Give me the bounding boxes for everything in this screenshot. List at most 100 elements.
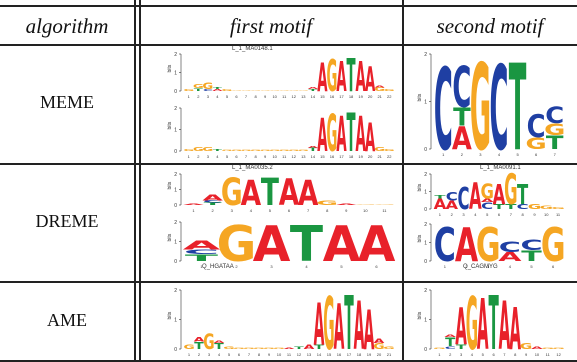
- logo-letter-t: T: [308, 148, 317, 153]
- logo-title-meme-first: L_1_MA0148.1: [232, 46, 273, 52]
- table-bottom-rule: [0, 360, 577, 362]
- logo-letter-c: C: [203, 89, 213, 92]
- svg-text:21: 21: [387, 352, 392, 357]
- svg-text:1: 1: [424, 190, 427, 196]
- logo-letter-g: G: [231, 90, 242, 91]
- logo-letter-a: A: [336, 107, 347, 163]
- logo-letter-t: T: [213, 149, 223, 152]
- svg-text:0: 0: [424, 259, 427, 265]
- svg-text:5: 5: [226, 94, 229, 99]
- logo-letter-g: G: [241, 90, 252, 91]
- svg-text:9: 9: [264, 94, 267, 99]
- logo-letter-g: G: [217, 217, 257, 273]
- svg-text:4: 4: [216, 154, 219, 159]
- svg-text:3: 3: [479, 152, 482, 157]
- logo-letter-a: A: [531, 345, 543, 350]
- logo-letter-t: T: [294, 346, 304, 350]
- header-second-motif: second motif: [436, 14, 544, 38]
- row-rule-2: [0, 281, 577, 283]
- logo-ylabel: bits: [167, 64, 173, 72]
- svg-text:7: 7: [248, 352, 251, 357]
- logo-letter-g: G: [222, 150, 233, 152]
- logo-letter-t: T: [488, 281, 498, 362]
- svg-text:11: 11: [282, 154, 287, 159]
- logo-letter-a: A: [455, 297, 467, 357]
- logo-letter-g: G: [466, 284, 478, 362]
- svg-text:1: 1: [188, 352, 191, 357]
- svg-text:6: 6: [375, 264, 378, 269]
- logo-letter-a: A: [455, 220, 478, 273]
- logo-letter-a: A: [253, 217, 291, 273]
- logo-letter-c: C: [434, 46, 453, 177]
- svg-text:2: 2: [212, 208, 215, 213]
- logo-letter-g: G: [316, 199, 338, 206]
- logo-letter-g: G: [250, 90, 261, 91]
- logo-letter-g: G: [544, 121, 565, 139]
- svg-text:3: 3: [208, 352, 211, 357]
- logo-letter-g: G: [373, 342, 384, 351]
- logo-letter-t: T: [456, 343, 467, 350]
- svg-text:6: 6: [238, 352, 241, 357]
- svg-text:0: 0: [424, 207, 427, 213]
- svg-text:6: 6: [498, 212, 501, 217]
- logo-letter-g: G: [323, 284, 334, 362]
- logo-letter-g: G: [528, 202, 541, 210]
- logo-letter-c: C: [545, 103, 564, 129]
- logo-letter-g: G: [551, 207, 564, 210]
- logo-letter-g: G: [193, 84, 204, 89]
- svg-text:1: 1: [188, 94, 191, 99]
- logo-letter-t: T: [445, 337, 456, 350]
- svg-text:2: 2: [424, 172, 427, 178]
- logo-ylabel: bits: [417, 183, 423, 191]
- svg-text:2: 2: [461, 152, 464, 157]
- logo-letter-g: G: [327, 50, 338, 101]
- logo-letter-t: T: [185, 253, 218, 263]
- logo-letter-g: G: [540, 205, 553, 210]
- logo-letter-g: G: [288, 90, 299, 91]
- svg-text:20: 20: [377, 352, 382, 357]
- svg-text:14: 14: [317, 352, 322, 357]
- svg-text:2: 2: [424, 288, 427, 294]
- logo-meme-first-top: 012bitsG1TG2CG3AT4G5G6G7G8G9G10G11G12G13…: [167, 49, 395, 102]
- svg-text:10: 10: [272, 154, 277, 159]
- svg-text:0: 0: [174, 259, 177, 265]
- logo-letter-t: T: [308, 89, 318, 92]
- logo-letter-a: A: [499, 290, 511, 362]
- logo-letter-a: A: [452, 120, 473, 157]
- logo-letter-g: G: [542, 347, 554, 349]
- svg-text:1: 1: [424, 318, 427, 324]
- logo-ylabel: bits: [167, 311, 173, 319]
- logo-letter-t: T: [453, 102, 471, 132]
- logo-letter-c: C: [184, 248, 220, 255]
- logo-letter-g: G: [480, 181, 493, 204]
- logo-letter-g: G: [433, 347, 445, 349]
- svg-text:7: 7: [554, 152, 557, 157]
- logo-letter-g: G: [374, 204, 396, 205]
- logo-title-dreme-second: L_1_MA0091.1: [480, 165, 521, 171]
- svg-text:5: 5: [486, 212, 489, 217]
- svg-text:3: 3: [207, 154, 210, 159]
- svg-text:5: 5: [269, 208, 272, 213]
- logo-letter-a: A: [334, 291, 345, 362]
- logo-letter-t: T: [314, 344, 324, 351]
- svg-text:9: 9: [264, 154, 267, 159]
- logo-letter-a: A: [355, 107, 366, 163]
- svg-text:18: 18: [357, 352, 362, 357]
- svg-text:14: 14: [311, 154, 316, 159]
- svg-text:3: 3: [460, 352, 463, 357]
- svg-text:16: 16: [330, 154, 335, 159]
- svg-text:2: 2: [235, 264, 238, 269]
- svg-text:10: 10: [535, 352, 540, 357]
- svg-text:19: 19: [358, 94, 363, 99]
- logo-letter-t: T: [194, 340, 204, 351]
- svg-text:0: 0: [174, 149, 177, 155]
- svg-text:5: 5: [482, 352, 485, 357]
- logo-letter-a: A: [481, 198, 495, 203]
- svg-text:1: 1: [174, 318, 177, 324]
- svg-text:2: 2: [174, 106, 177, 112]
- svg-text:3: 3: [231, 208, 234, 213]
- row-label-dreme: DREME: [35, 211, 99, 231]
- svg-text:5: 5: [226, 154, 229, 159]
